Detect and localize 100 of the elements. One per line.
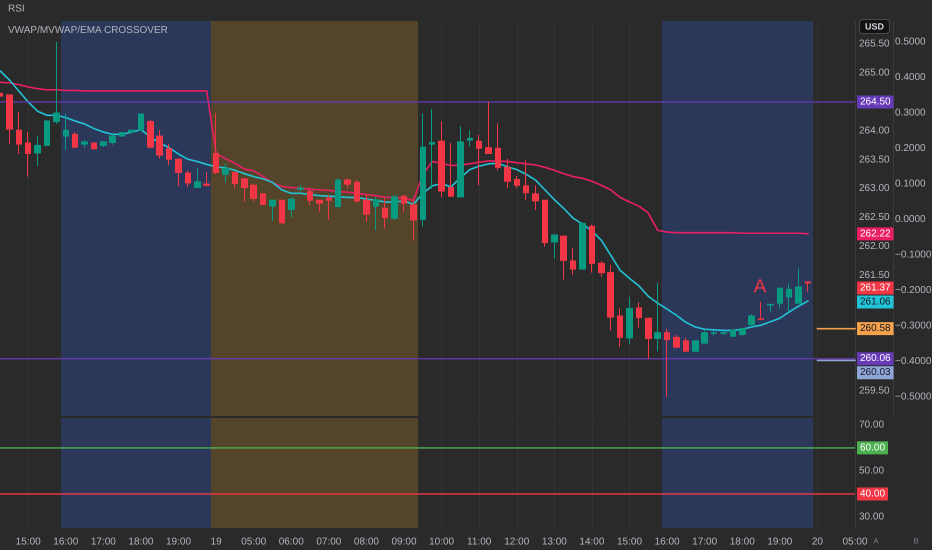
candlestick: [683, 336, 689, 352]
ref-line-label: 264.50: [860, 96, 892, 108]
candlestick: [758, 302, 764, 320]
candlestick: [100, 140, 107, 148]
x-tick-label: 18:00: [730, 536, 756, 548]
candlestick: [607, 264, 614, 331]
candlestick: [232, 170, 238, 189]
candlestick: [279, 199, 285, 224]
y-tick-label: 263.50: [859, 154, 890, 166]
candlestick: [701, 330, 708, 345]
candlestick: [81, 140, 88, 148]
x-tick-label: 08:00: [354, 536, 380, 548]
candlestick: [523, 160, 529, 201]
candlestick: [767, 303, 774, 312]
candlestick: [326, 195, 332, 220]
y-tick-label: 30.00: [859, 511, 884, 522]
y2-tick-label: −0.2000: [895, 284, 932, 296]
candlestick: [410, 200, 417, 242]
data-label: 260.58: [860, 323, 892, 334]
candlestick: [532, 184, 539, 211]
candlestick: [44, 119, 50, 146]
text: RSI: [8, 4, 25, 14]
candlestick: [420, 113, 426, 228]
candlestick: [297, 184, 304, 192]
candlestick: [654, 282, 661, 352]
candlestick: [786, 283, 792, 312]
y2-tick-label: 0.0000: [895, 214, 926, 225]
candlestick: [777, 287, 783, 309]
x-tick-label: 16:00: [53, 536, 79, 548]
candlestick: [448, 142, 454, 198]
y-tick-label: 50.00: [859, 465, 884, 476]
candlestick: [673, 334, 680, 349]
y2-tick-label: 0.1000: [895, 178, 926, 190]
candlestick: [203, 171, 210, 187]
x-tick-label: 12:00: [504, 536, 530, 548]
text: B: [913, 536, 919, 546]
candlestick: [185, 170, 191, 188]
candlestick: [166, 143, 172, 166]
candlestick: [316, 199, 323, 212]
candlestick: [401, 194, 407, 212]
y2-tick-label: −0.5000: [895, 391, 932, 402]
x-tick-label: 09:00: [391, 536, 417, 548]
candlestick: [476, 134, 482, 186]
y-tick-label: 265.00: [859, 68, 890, 79]
candlestick: [457, 126, 464, 198]
text: A: [873, 536, 880, 546]
text: 261.37: [860, 282, 891, 294]
candlestick: [344, 178, 351, 189]
candlestick: [551, 234, 558, 260]
candlestick: [269, 199, 276, 222]
x-tick-label: 20: [812, 536, 824, 548]
y-tick-label: 70.00: [859, 419, 884, 430]
x-tick-label: 05:00: [842, 536, 868, 548]
candlestick: [53, 41, 60, 124]
x-tick-label: 13:00: [542, 536, 568, 548]
candlestick: [598, 260, 605, 278]
x-tick-label: 14:00: [579, 536, 605, 548]
y2-tick-label: −0.1000: [895, 249, 932, 260]
ref-line-label: 40.00: [860, 488, 886, 500]
y2-tick-label: −0.3000: [895, 320, 932, 332]
y-tick-label: 264.00: [859, 125, 890, 136]
candlestick: [438, 121, 445, 198]
candlestick: [354, 180, 360, 204]
candlestick: [645, 317, 652, 360]
candlestick: [241, 178, 248, 203]
candlestick: [250, 183, 257, 202]
candlestick: [730, 329, 736, 338]
candlestick: [213, 112, 219, 175]
candlestick: [467, 130, 473, 147]
candlestick: [495, 122, 501, 171]
x-tick-label: 10:00: [429, 536, 455, 548]
candlestick: [373, 196, 379, 231]
y-tick-label: 259.50: [859, 386, 890, 397]
y2-tick-label: 0.3000: [895, 107, 926, 118]
y-tick-label: 265.50: [859, 38, 890, 50]
candlestick: [147, 119, 154, 149]
annotation: A: [754, 276, 767, 298]
y-tick-label: 262.50: [859, 212, 890, 224]
candlestick: [382, 198, 388, 230]
candlestick: [391, 194, 398, 220]
candlestick: [6, 94, 13, 144]
y-axis-title: USD: [865, 22, 884, 32]
x-tick-label: 19:00: [166, 536, 192, 548]
x-tick-label: 19: [210, 536, 222, 548]
candlestick: [720, 331, 727, 336]
y2-tick-label: 0.5000: [895, 36, 926, 48]
y2-tick-label: 0.4000: [895, 72, 926, 83]
x-tick-label: 17:00: [90, 536, 116, 548]
candlestick: [692, 340, 699, 352]
candlestick: [429, 108, 435, 190]
candlestick: [175, 158, 182, 187]
y2-tick-label: −0.4000: [895, 356, 932, 367]
candlestick: [119, 132, 125, 138]
y-tick-label: 263.00: [859, 183, 890, 194]
x-tick-label: 16:00: [654, 536, 680, 548]
line-series: [0, 82, 809, 235]
candlestick: [617, 308, 623, 348]
candlestick: [138, 113, 144, 132]
candlestick: [63, 113, 69, 150]
candlestick: [335, 178, 341, 208]
